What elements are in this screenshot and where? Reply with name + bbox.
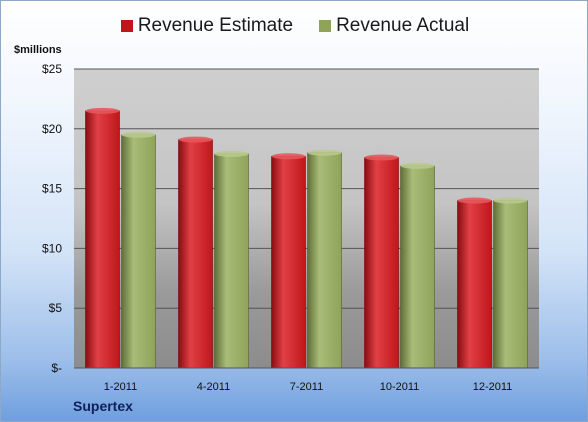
bar-revenue-actual xyxy=(493,200,528,369)
bar-revenue-estimate xyxy=(271,156,306,369)
x-tick-label: 1-2011 xyxy=(104,381,137,393)
bar-top-actual xyxy=(214,150,249,157)
bar-top-actual xyxy=(121,131,156,138)
x-tick-label: 12-2011 xyxy=(473,381,513,393)
x-tick-label: 7-2011 xyxy=(290,381,323,393)
bar-top-estimate xyxy=(178,136,213,143)
y-tick-label: $10 xyxy=(42,241,62,255)
bar-revenue-actual xyxy=(307,152,342,369)
legend-item-actual: Revenue Actual xyxy=(319,15,469,37)
y-tick-label: $15 xyxy=(42,182,62,196)
bar-revenue-actual xyxy=(121,134,156,369)
legend-swatch-actual xyxy=(319,20,332,32)
y-tick-label: $20 xyxy=(42,122,62,136)
y-tick-label: $25 xyxy=(42,62,62,76)
company-name: Supertex xyxy=(73,398,133,414)
y-tick-label: $- xyxy=(51,361,62,375)
x-tick-label: 4-2011 xyxy=(197,381,230,393)
y-axis-unit-label: $millions xyxy=(14,44,62,56)
bar-revenue-estimate xyxy=(364,157,399,369)
bar-revenue-actual xyxy=(214,153,249,369)
bar-top-estimate xyxy=(271,153,306,160)
bar-revenue-estimate xyxy=(457,200,492,369)
bar-top-estimate xyxy=(85,107,120,114)
bar-top-actual xyxy=(400,162,435,169)
x-tick-label: 10-2011 xyxy=(380,381,420,393)
bar-top-estimate xyxy=(457,197,492,204)
bar-revenue-estimate xyxy=(178,139,213,369)
legend-label-estimate: Revenue Estimate xyxy=(137,15,294,36)
y-tick-label: $5 xyxy=(49,301,63,315)
legend-label-actual: Revenue Actual xyxy=(336,15,470,36)
bar-top-actual xyxy=(307,149,342,156)
legend-swatch-estimate xyxy=(120,20,133,32)
legend-item-estimate: Revenue Estimate xyxy=(120,15,294,37)
bar-revenue-estimate xyxy=(85,110,120,369)
bar-revenue-actual xyxy=(400,165,435,369)
bar-top-actual xyxy=(493,197,528,204)
bar-top-estimate xyxy=(364,154,399,161)
legend: Revenue Estimate Revenue Actual xyxy=(1,15,588,37)
